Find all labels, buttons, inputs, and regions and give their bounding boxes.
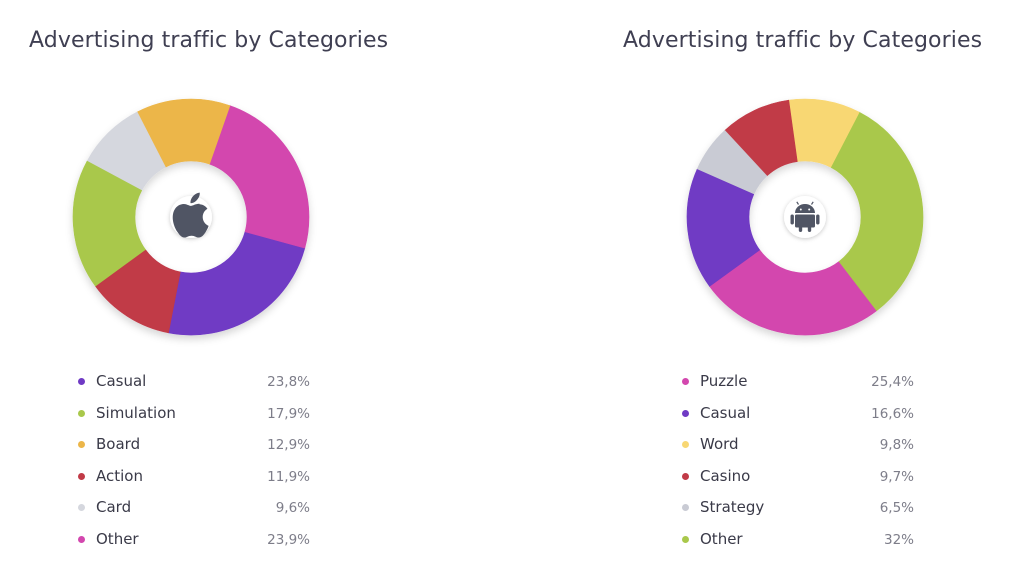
legend-label: Strategy [700, 498, 765, 517]
legend-color-dot [682, 441, 689, 449]
legend-item: Casual 23,8% [78, 368, 310, 400]
legend-color-dot [682, 472, 689, 480]
slice-card [86, 111, 166, 191]
slice-strategy [696, 130, 768, 195]
slice-action [95, 249, 181, 334]
legend-item: Puzzle 25,4% [682, 368, 914, 400]
chart-title: Advertising traffic by Categories [29, 28, 389, 53]
legend-label: Board [96, 435, 141, 454]
legend-label: Other [96, 529, 139, 548]
legend-item: Casino 9,7% [682, 463, 914, 495]
legend-color-dot [682, 378, 689, 385]
legend-item: Other 23,9% [78, 526, 310, 558]
android-legend: Puzzle 25,4% Casual 16,6% Word 9,8% Casi… [682, 368, 914, 558]
legend-item: Card 9,6% [78, 494, 310, 526]
legend-item: Action 11,9% [78, 463, 310, 495]
legend-value: 11,9% [267, 468, 310, 485]
ios-chart-panel: Advertising traffic by Categories Casual… [29, 28, 389, 558]
legend-color-dot [78, 409, 85, 417]
legend-value: 17,9% [267, 405, 310, 422]
legend-color-dot [78, 378, 85, 385]
legend-color-dot [682, 409, 689, 417]
legend-item: Board 12,9% [78, 431, 310, 463]
slice-casual [168, 231, 306, 336]
legend-label: Casual [700, 403, 751, 422]
legend-item: Simulation 17,9% [78, 400, 310, 432]
legend-label: Casino [700, 466, 751, 485]
legend-color-dot [78, 441, 85, 449]
legend-item: Other 32% [682, 526, 914, 558]
legend-value: 6,5% [879, 500, 914, 517]
legend-value: 23,9% [267, 531, 310, 548]
apple-icon [172, 192, 209, 238]
slice-board [136, 98, 231, 168]
legend-color-dot [78, 535, 85, 543]
legend-value: 23,8% [267, 374, 310, 390]
legend-label: Puzzle [700, 372, 748, 390]
legend-item: Word 9,8% [682, 431, 914, 463]
slice-casino [724, 99, 798, 177]
legend-color-dot [78, 472, 85, 480]
slice-casual [686, 169, 761, 287]
slice-simulation [72, 160, 147, 288]
legend-color-dot [78, 504, 85, 512]
legend-label: Casual [96, 372, 147, 390]
legend-label: Other [700, 529, 743, 548]
legend-value: 25,4% [871, 374, 914, 390]
ios-legend: Casual 23,8% Simulation 17,9% Board 12,9… [78, 368, 310, 558]
android-icon [790, 201, 820, 232]
legend-value: 9,7% [879, 468, 914, 485]
chart-title: Advertising traffic by Categories [623, 28, 983, 53]
legend-label: Word [700, 435, 739, 454]
legend-value: 9,8% [879, 437, 914, 454]
legend-value: 32% [883, 531, 914, 548]
android-chart-panel: Advertising traffic by Categories Puzzle… [512, 0, 1024, 573]
slice-other [209, 105, 310, 249]
legend-color-dot [682, 504, 689, 512]
slice-word [788, 98, 860, 168]
legend-item: Casual 16,6% [682, 400, 914, 432]
legend-color-dot [682, 535, 689, 543]
slice-other [830, 111, 924, 312]
slice-puzzle [709, 249, 878, 336]
legend-label: Action [96, 466, 143, 485]
legend-value: 12,9% [267, 437, 310, 454]
legend-label: Card [96, 498, 132, 517]
legend-value: 16,6% [871, 405, 914, 422]
legend-item: Strategy 6,5% [682, 494, 914, 526]
legend-value: 9,6% [275, 500, 310, 517]
legend-label: Simulation [96, 403, 176, 422]
ios-donut-chart [72, 98, 310, 336]
android-donut-chart [686, 98, 924, 336]
